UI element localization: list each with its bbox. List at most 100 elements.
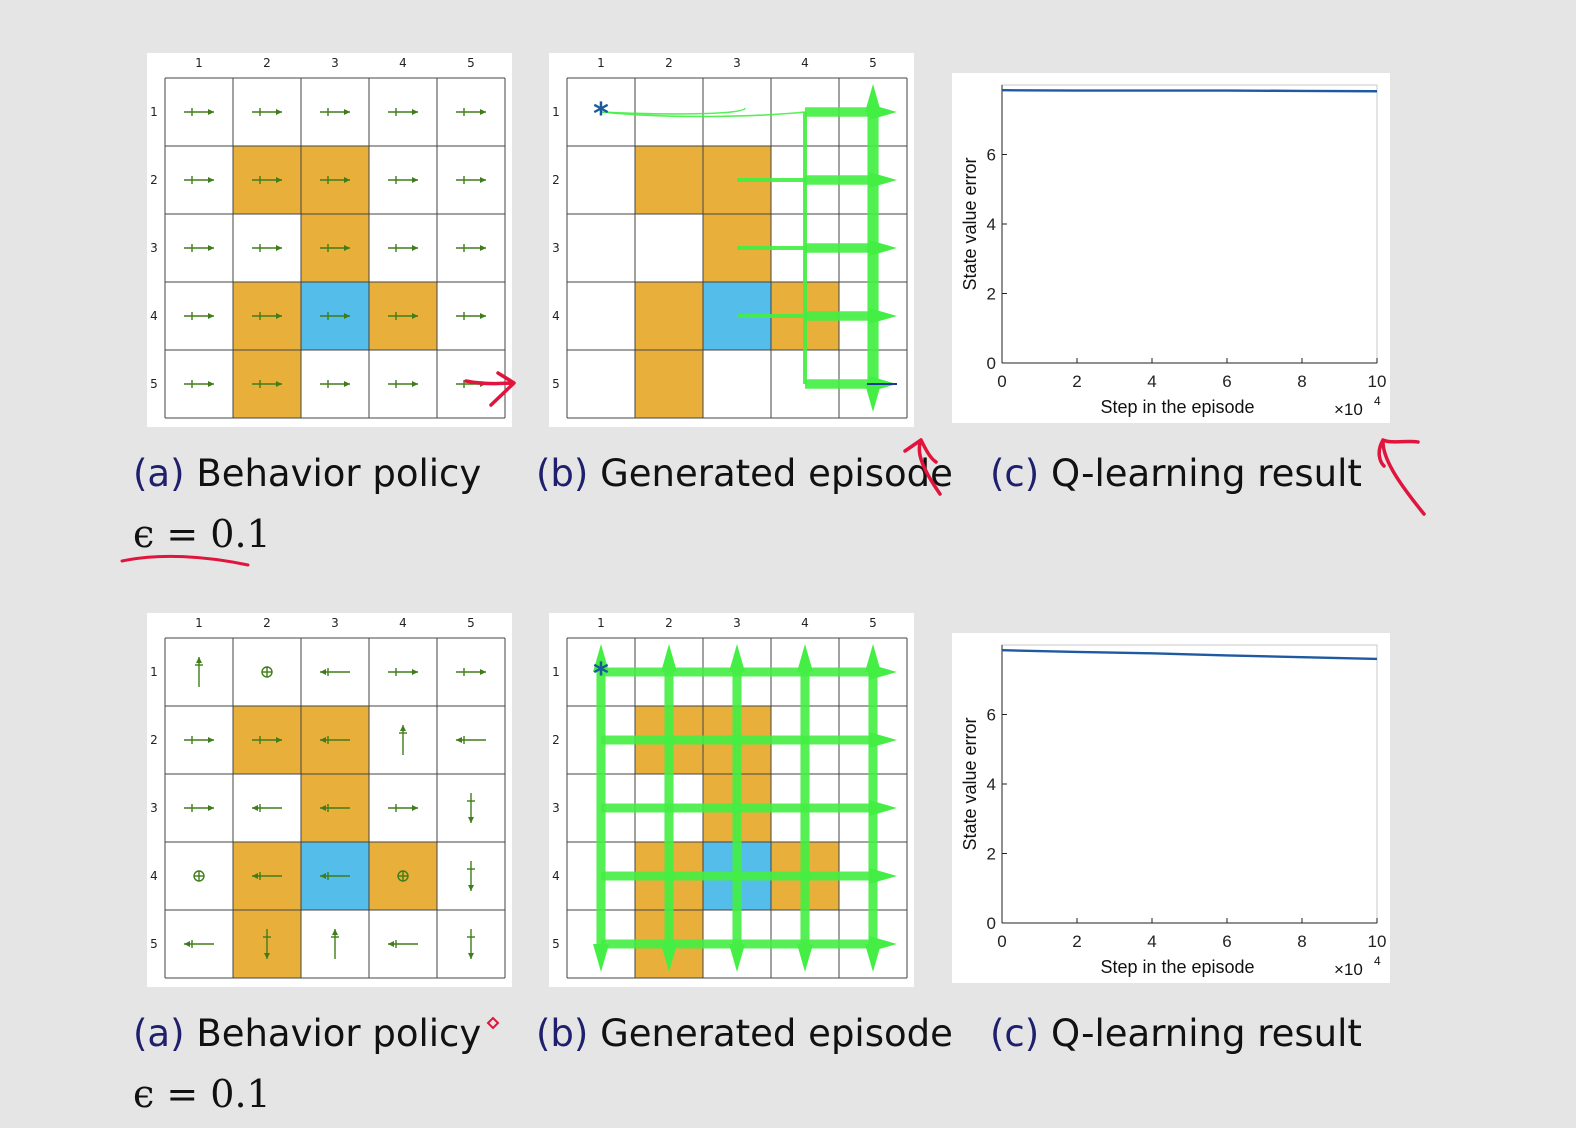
arrow-head	[412, 177, 418, 183]
policy-arrow-right	[388, 108, 418, 116]
grid-cell	[567, 146, 635, 214]
trajectory-stroke	[600, 111, 806, 118]
bottom-episode-panel: 1 1 2 2 3 3 4 4 5 5 *	[549, 613, 914, 987]
policy-arrow-right	[320, 176, 350, 184]
policy-arrow-left	[320, 872, 350, 880]
top-caption-b: (b) Generated episode	[536, 452, 953, 495]
row-label: 5	[552, 937, 560, 951]
row-label: 4	[150, 309, 158, 323]
trajectory-bundle	[593, 644, 897, 972]
x-axis-label: Step in the episode	[1100, 957, 1254, 977]
start-marker: *	[593, 97, 609, 132]
policy-arrow-up	[399, 725, 407, 755]
trajectory-spike	[593, 644, 609, 672]
column-label: 1	[597, 56, 605, 70]
column-label: 1	[597, 616, 605, 630]
row-label: 1	[150, 105, 158, 119]
policy-arrow-left	[388, 940, 418, 948]
arrow-head	[320, 873, 326, 879]
forbidden-cell	[635, 282, 703, 350]
arrow-head	[468, 953, 474, 959]
arrow-head	[208, 177, 214, 183]
trajectory-spike	[729, 644, 745, 672]
policy-arrow-right	[252, 736, 282, 744]
policy-arrow-right	[252, 312, 282, 320]
policy-arrow-down	[467, 793, 475, 823]
policy-arrow-left	[456, 736, 486, 744]
y-tick-label: 2	[987, 285, 996, 304]
policy-arrow-stay	[397, 870, 409, 882]
trajectory-bundle	[600, 84, 897, 412]
policy-arrow-right	[388, 804, 418, 812]
x-tick-label: 4	[1147, 372, 1156, 391]
row-label: 2	[150, 733, 158, 747]
grid-cell	[567, 350, 635, 418]
row-label: 2	[552, 173, 560, 187]
arrow-head	[480, 245, 486, 251]
policy-arrow-right	[456, 244, 486, 252]
row-label: 1	[552, 105, 560, 119]
caption-label: (c)	[990, 452, 1040, 495]
x-tick-label: 0	[997, 372, 1006, 391]
caption-label: (b)	[536, 452, 589, 495]
arrow-head	[208, 805, 214, 811]
policy-arrow-left	[320, 668, 350, 676]
policy-arrow-right	[184, 176, 214, 184]
grid-cell	[635, 78, 703, 146]
arrow-head	[412, 805, 418, 811]
arrow-head	[208, 381, 214, 387]
x-tick-label: 8	[1297, 372, 1306, 391]
trajectory-spike	[865, 644, 881, 672]
arrow-head	[412, 669, 418, 675]
trajectory-spike	[797, 944, 813, 972]
x-multiplier: ×10	[1334, 960, 1363, 979]
row-label: 3	[150, 801, 158, 815]
top-behavior-policy-grid: 1 1 2 2 3 3 4 4 5 5	[150, 56, 506, 419]
y-tick-label: 4	[987, 215, 996, 234]
trajectory-spike	[661, 944, 677, 972]
y-axis-label: State value error	[960, 717, 980, 850]
arrow-head	[468, 817, 474, 823]
x-tick-label: 4	[1147, 932, 1156, 951]
row-label: 3	[552, 801, 560, 815]
policy-arrow-right	[184, 312, 214, 320]
row-label: 3	[150, 241, 158, 255]
bottom-caption-c: (c) Q-learning result	[990, 1012, 1362, 1055]
column-label: 4	[399, 616, 407, 630]
trajectory-stroke	[600, 107, 746, 115]
policy-arrow-left	[252, 872, 282, 880]
column-label: 2	[263, 56, 271, 70]
arrow-head	[276, 177, 282, 183]
row-label: 2	[150, 173, 158, 187]
policy-arrow-right	[320, 244, 350, 252]
policy-arrow-right	[184, 244, 214, 252]
top-caption-a: (a) Behavior policy	[133, 452, 481, 495]
x-tick-label: 10	[1368, 932, 1387, 951]
arrow-head	[412, 245, 418, 251]
policy-arrow-right	[456, 176, 486, 184]
caption-label: (a)	[133, 1012, 185, 1055]
top-q-learning-chart: 0 2 4 6 8 10 0 2 4 6 Step in the episode State valu…	[960, 84, 1386, 419]
arrow-head	[196, 657, 202, 663]
y-axis-label: State value error	[960, 157, 980, 290]
arrow-head	[276, 245, 282, 251]
arrow-head	[412, 109, 418, 115]
caption-text: Behavior policy	[196, 1012, 482, 1055]
top-generated-episode-grid: 1 1 2 2 3 3 4 4 5 5 *	[552, 56, 908, 419]
row-label: 4	[552, 309, 560, 323]
x-tick-label: 2	[1072, 372, 1081, 391]
row-label: 3	[552, 241, 560, 255]
policy-arrow-left	[320, 736, 350, 744]
column-label: 5	[869, 616, 877, 630]
policy-arrow-up	[331, 929, 339, 959]
arrow-head	[208, 245, 214, 251]
policy-arrow-right	[456, 668, 486, 676]
column-label: 4	[399, 56, 407, 70]
row-label: 5	[150, 377, 158, 391]
arrow-head	[400, 725, 406, 731]
policy-arrow-left	[252, 804, 282, 812]
column-label: 1	[195, 616, 203, 630]
grid-cell	[703, 350, 771, 418]
top-plot-panel: 0 2 4 6 8 10 0 2 4 6 Step in the episode State valu…	[952, 73, 1390, 423]
row-label: 5	[150, 937, 158, 951]
